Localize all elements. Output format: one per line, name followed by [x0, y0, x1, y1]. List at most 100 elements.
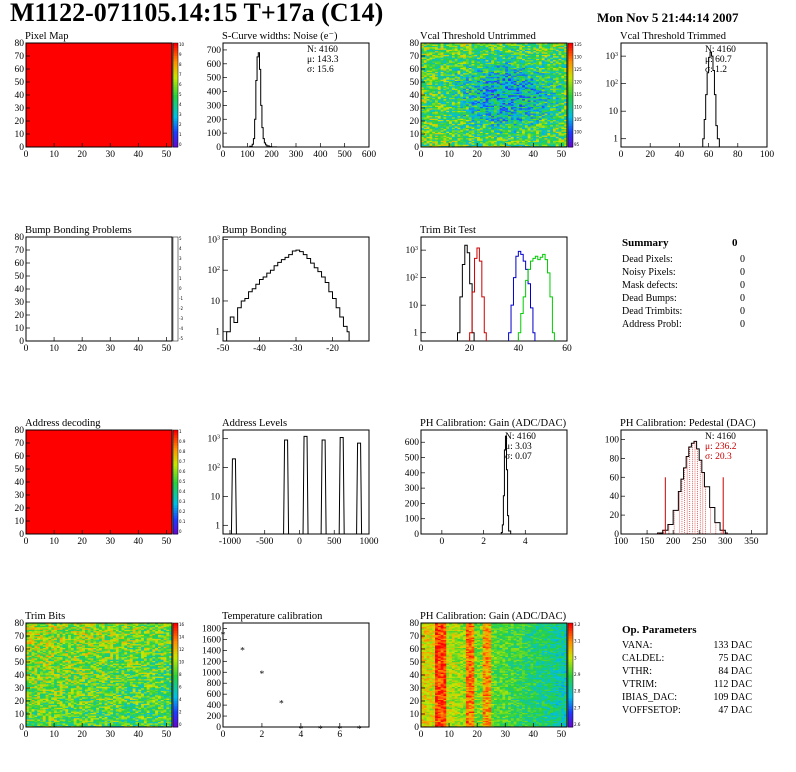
heatmap-cell — [437, 53, 441, 55]
heatmap-cell — [468, 134, 472, 136]
heatmap-cell — [437, 45, 441, 48]
palette-step — [173, 66, 178, 70]
heatmap-cell — [499, 70, 503, 72]
heatmap-cell — [508, 82, 512, 84]
heatmap-cell — [505, 75, 509, 78]
heatmap-cell — [446, 104, 450, 106]
heatmap-cell — [485, 144, 489, 146]
palette-label: 0.6 — [179, 469, 186, 474]
heatmap-cell — [421, 48, 425, 50]
heatmap-cell — [477, 87, 481, 89]
heatmap-cell — [494, 69, 498, 71]
heatmap-cell — [451, 123, 455, 126]
heatmap-cell — [488, 63, 492, 66]
heatmap-cell — [449, 54, 453, 57]
heatmap-cell — [479, 87, 484, 89]
heatmap-cell — [468, 115, 472, 118]
heatmap-cell — [423, 65, 427, 67]
heatmap-cell — [496, 54, 500, 57]
heatmap-cell — [435, 87, 439, 89]
heatmap-cell — [454, 97, 458, 100]
heatmap-cell — [465, 96, 470, 98]
heatmap-cell — [474, 118, 478, 120]
heatmap-cell — [513, 83, 517, 85]
heatmap-cell — [488, 136, 492, 139]
heatmap-cell — [457, 104, 461, 106]
heatmap-cell — [513, 134, 517, 136]
palette-label: 115 — [574, 92, 582, 97]
heatmap-cell — [488, 76, 492, 79]
heatmap-cell — [474, 123, 478, 126]
heatmap-cell — [479, 101, 484, 104]
heatmap-cell — [494, 111, 498, 114]
heatmap-cell — [496, 113, 500, 115]
heatmap-cell — [435, 119, 439, 122]
heatmap-cell — [505, 136, 509, 139]
heatmap-cell — [446, 61, 450, 63]
heatmap-cell — [479, 122, 484, 124]
heatmap-cell — [463, 123, 467, 126]
heatmap-cell — [482, 85, 486, 88]
heatmap-cell — [432, 89, 436, 92]
heatmap-cell — [485, 58, 489, 61]
heatmap-cell — [423, 98, 427, 101]
heatmap-cell — [502, 72, 506, 75]
heatmap-cell — [516, 111, 520, 114]
heatmap-cell — [488, 71, 492, 74]
heatmap-cell — [468, 126, 472, 128]
heatmap-cell — [485, 70, 489, 72]
heatmap-cell — [454, 83, 458, 85]
heatmap-cell — [477, 121, 481, 123]
heatmap-cell — [510, 80, 514, 83]
heatmap-cell — [449, 143, 453, 145]
heatmap-cell — [440, 92, 444, 94]
heatmap-cell — [488, 61, 492, 63]
heatmap-cell — [426, 98, 430, 101]
heatmap-cell — [463, 85, 467, 88]
heatmap-cell — [454, 63, 458, 66]
heatmap-cell — [505, 139, 509, 141]
palette-frame — [172, 236, 179, 342]
heatmap-cell — [494, 95, 498, 97]
heatmap-cell — [471, 121, 475, 123]
heatmap-cell — [499, 80, 503, 83]
heatmap-cell — [494, 53, 498, 55]
palette-label: 6 — [179, 82, 182, 87]
heatmap-cell — [443, 85, 447, 88]
heatmap-cell — [519, 131, 523, 133]
heatmap-cell — [485, 74, 489, 76]
heatmap-cell — [477, 127, 481, 130]
heatmap-cell — [468, 58, 472, 61]
heatmap-cell — [443, 105, 447, 107]
heatmap-cell — [468, 66, 472, 68]
heatmap-cell — [421, 45, 425, 48]
heatmap-cell — [465, 121, 470, 123]
heatmap-cell — [496, 62, 500, 65]
heatmap-cell — [488, 43, 492, 45]
heatmap-cell — [454, 134, 458, 136]
heatmap-cell — [468, 85, 472, 88]
heatmap-cell — [468, 108, 472, 110]
heatmap-cell — [505, 70, 509, 72]
heatmap-cell — [465, 97, 470, 100]
heatmap-cell — [505, 65, 509, 67]
palette-step — [173, 84, 178, 88]
heatmap-cell — [479, 91, 484, 93]
heatmap-cell — [443, 87, 447, 89]
heatmap-cell — [513, 84, 517, 87]
heatmap-cell — [437, 117, 441, 119]
heatmap-cell — [432, 63, 436, 66]
heatmap-cell — [491, 72, 495, 75]
heatmap-cell — [429, 95, 433, 97]
heatmap-cell — [432, 131, 436, 133]
heatmap-cell — [474, 126, 478, 128]
heatmap-cell — [508, 83, 512, 85]
heatmap-cell — [479, 106, 484, 109]
heatmap-cell — [482, 104, 486, 106]
heatmap-cell — [477, 98, 481, 101]
heatmap-cell — [465, 87, 470, 89]
heatmap-cell — [449, 113, 453, 115]
heatmap-cell — [505, 85, 509, 88]
heatmap-cell — [460, 67, 464, 70]
heatmap-cell — [491, 89, 495, 92]
